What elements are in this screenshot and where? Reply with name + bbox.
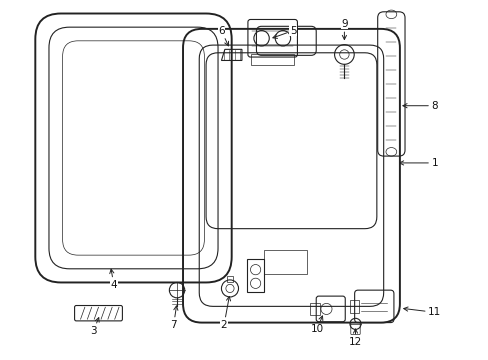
- Bar: [246, 260, 264, 292]
- Text: 7: 7: [170, 306, 178, 330]
- Bar: [226, 276, 233, 282]
- Text: 6: 6: [218, 26, 228, 46]
- Text: 12: 12: [348, 329, 362, 347]
- Text: 8: 8: [402, 101, 437, 111]
- Text: 10: 10: [310, 316, 323, 334]
- Text: 9: 9: [341, 19, 347, 40]
- Bar: [349, 300, 358, 313]
- Text: 1: 1: [399, 158, 437, 168]
- Bar: [264, 250, 306, 274]
- Text: 11: 11: [403, 307, 441, 318]
- Text: 5: 5: [272, 26, 296, 39]
- Text: 3: 3: [90, 318, 99, 336]
- Text: 4: 4: [109, 269, 117, 290]
- Text: 2: 2: [220, 297, 230, 330]
- Bar: [251, 54, 293, 65]
- Bar: [309, 303, 319, 315]
